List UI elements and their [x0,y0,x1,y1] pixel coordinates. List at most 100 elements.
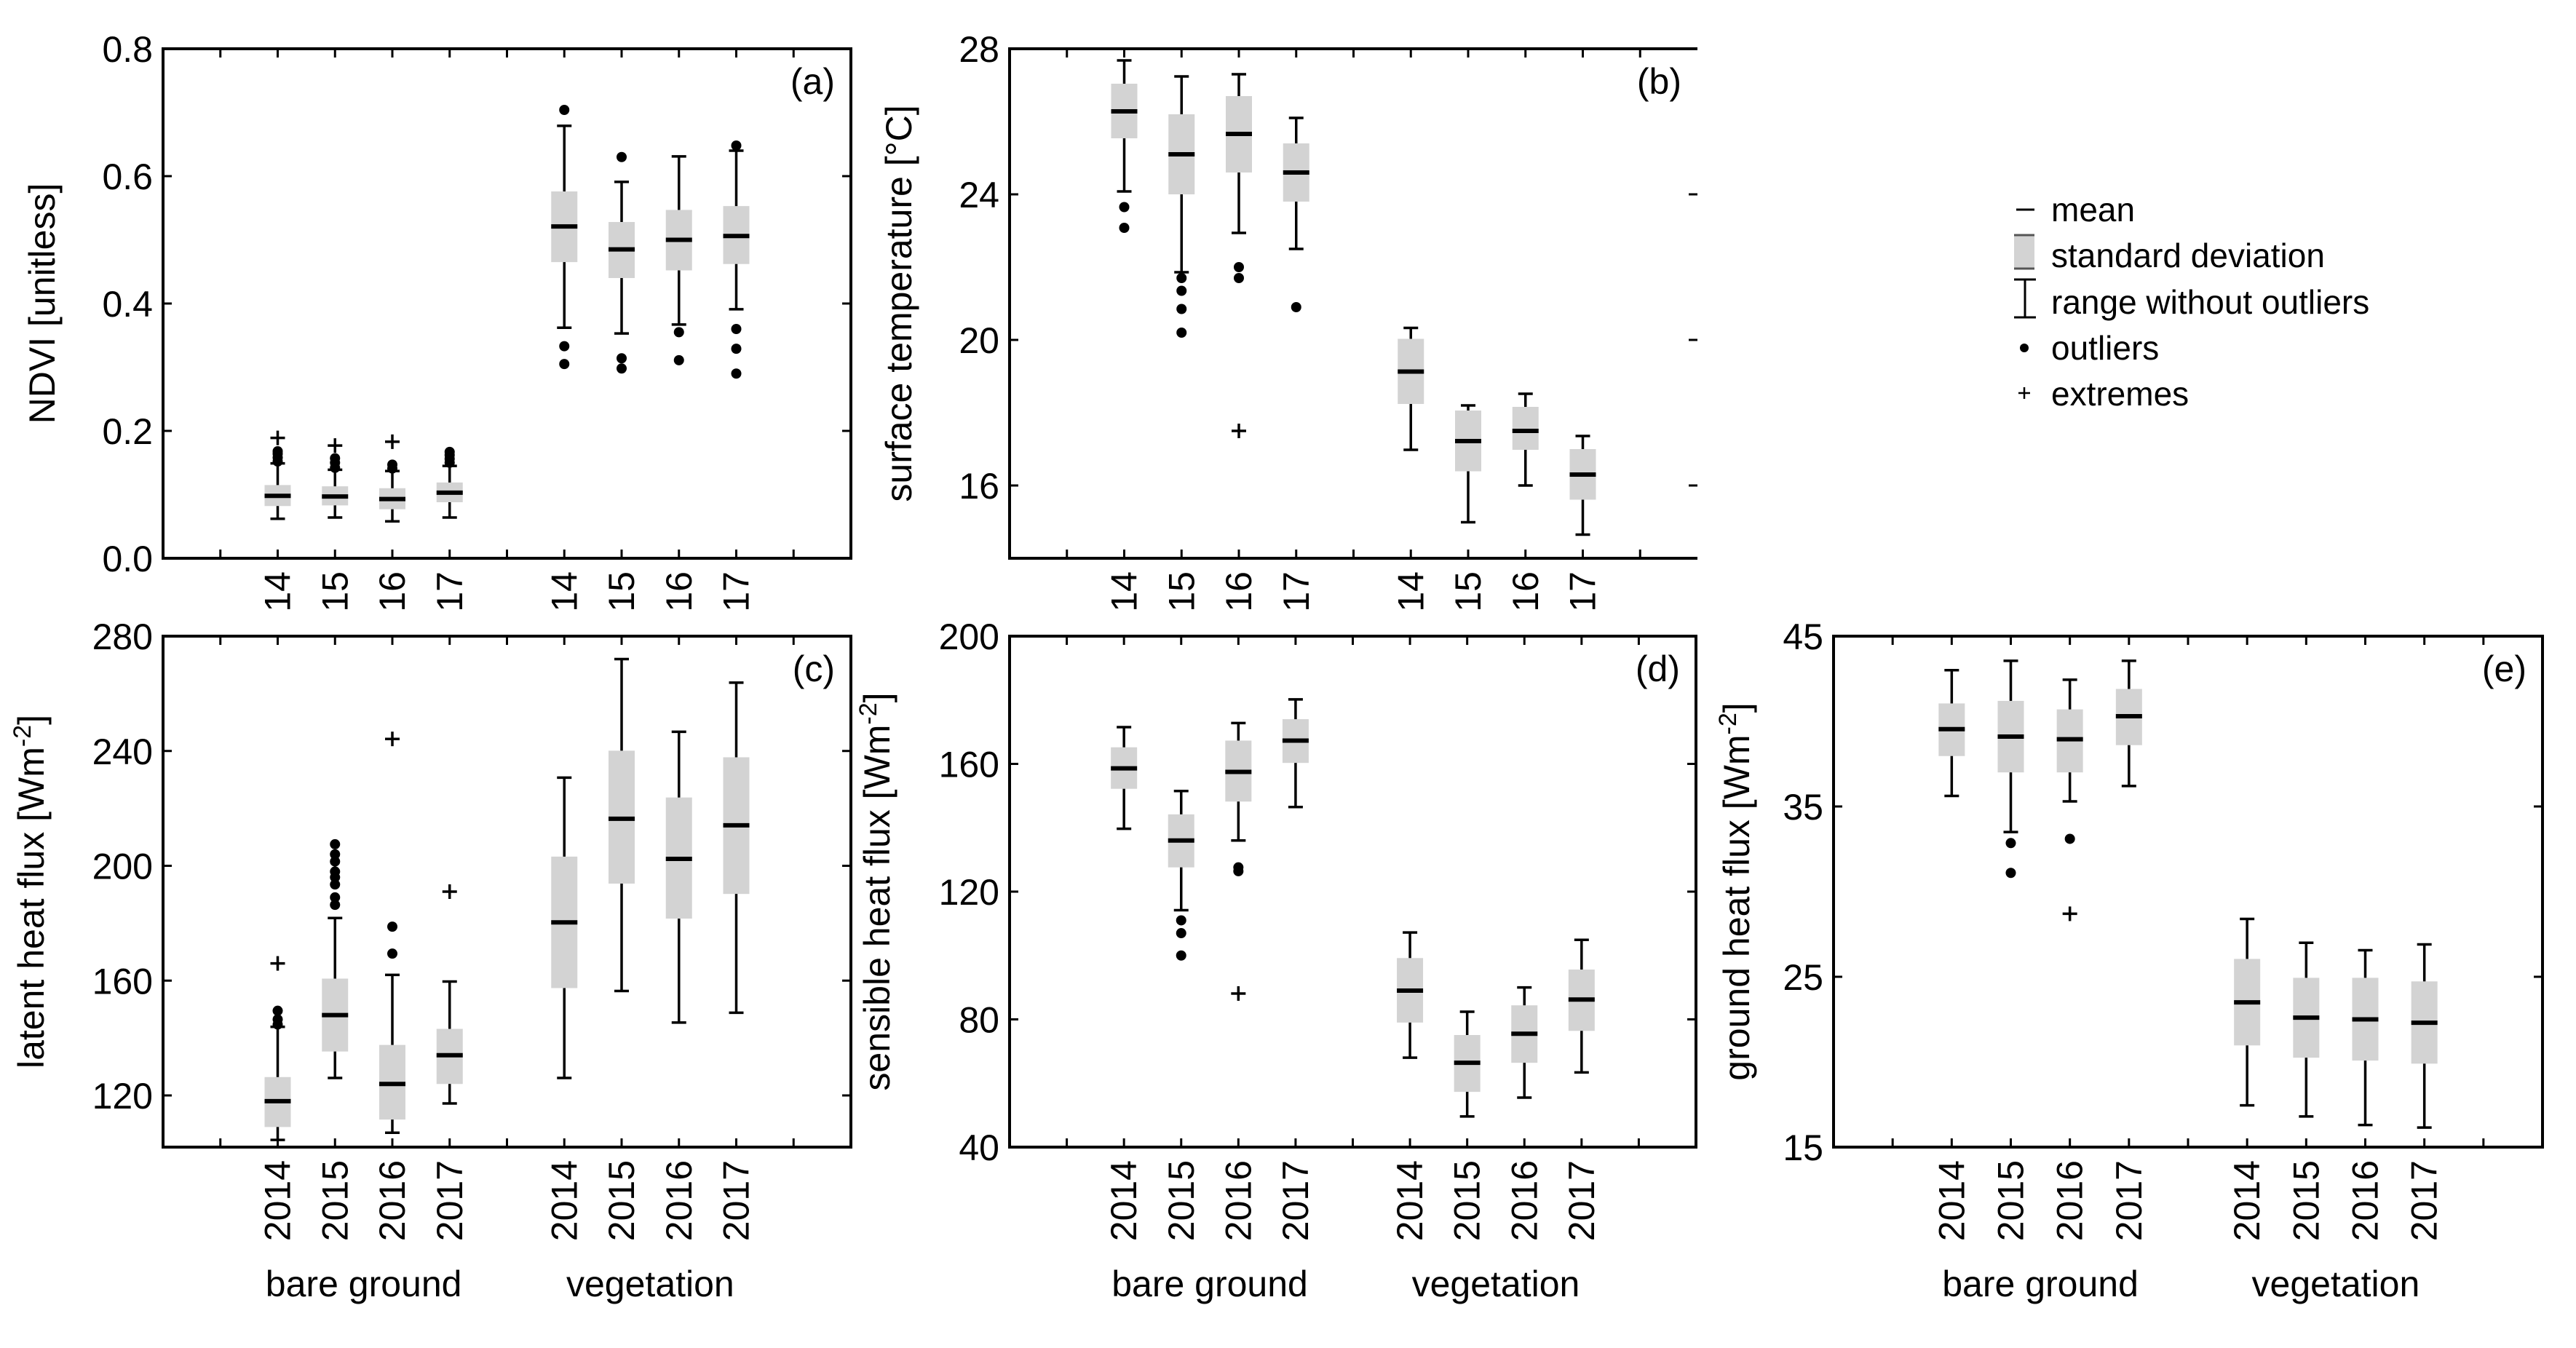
y-axis-label-text: sensible heat flux [Wm [857,725,897,1091]
x-tick-label: 16 [1505,571,1546,612]
x-tick-label: 2016 [372,1160,413,1241]
x-tick-label: 2017 [1275,1160,1316,1241]
y-axis-label-text: surface temperature [°C] [879,105,919,501]
y-tick-label: 200 [939,616,999,657]
box-vegetation-2017 [1569,435,1596,536]
outlier-dot [330,453,341,464]
box-vegetation-2016 [2352,948,2379,1127]
y-tick-label: 25 [1783,957,1823,998]
panel-tag: (a) [790,61,835,102]
box-bare-ground-2017 [2115,659,2142,788]
outlier-dot [1291,302,1301,312]
y-tick-label: 80 [959,1000,999,1041]
box-bare-ground-2015 [1997,659,2024,879]
x-tick-label: 2016 [2345,1160,2386,1241]
box-vegetation-2015 [609,151,635,374]
outlier-dot [1176,304,1187,314]
x-tick-label: 14 [544,571,584,612]
x-tick-label: 15 [314,571,355,612]
y-axis-label-text: latent heat flux [Wm [11,747,52,1069]
outlier-dot [559,105,570,115]
outlier-dot [1176,285,1187,296]
outlier-dot [1119,202,1130,213]
outlier-dot [1119,223,1130,233]
box-vegetation-2015 [1455,404,1481,524]
outlier-dot [2005,868,2016,879]
y-tick-label: 15 [1783,1127,1823,1168]
outlier-dot [2064,833,2075,844]
y-tick-label: 0.6 [102,156,153,197]
box-vegetation-2016 [665,730,692,1024]
y-tick-label: 280 [92,616,153,657]
outlier-dot [387,948,397,959]
legend-label: mean [2051,191,2135,229]
box-vegetation-2017 [2411,943,2438,1129]
y-tick-label: 0.4 [102,284,153,325]
box-bare-ground-2014 [1111,726,1138,830]
y-tick-label: 160 [92,961,153,1002]
y-axis-label-superscript: -2 [855,702,882,724]
x-tick-label: 2017 [2404,1160,2445,1241]
y-tick-label: 120 [939,872,999,913]
outlier-dot [617,151,627,162]
x-tick-label: 2015 [601,1160,642,1241]
x-tick-label: 14 [1104,571,1145,612]
outlier-dot [330,900,341,911]
y-axis-label: latent heat flux [Wm-2] [9,715,52,1069]
box-bare-ground-2014 [1111,59,1138,233]
group-label: bare ground [1942,1264,2139,1304]
panel-tag: (b) [1637,61,1681,102]
x-tick-label: 14 [258,571,298,612]
x-tick-label: 2014 [544,1160,584,1241]
y-tick-label: 160 [939,745,999,785]
box-vegetation-2015 [1454,1010,1481,1118]
group-label: bare ground [1111,1264,1308,1304]
box-vegetation-2017 [1568,938,1595,1074]
outlier-dot [617,363,627,374]
box-vegetation-2016 [1512,392,1539,487]
box-bare-ground-2016 [379,434,405,523]
box-bare-ground-2017 [436,884,463,1105]
y-tick-label: 45 [1783,616,1823,657]
y-tick-label: 20 [959,320,999,361]
y-tick-label: 28 [959,29,999,70]
y-tick-label: 35 [1783,787,1823,828]
legend-item-extremes: extremes [2018,375,2189,413]
y-axis-label-text: ground heat flux [Wm [1716,734,1757,1080]
outlier-dot [444,446,455,457]
box-bare-ground-2016 [379,732,405,1135]
outlier-dot [1234,273,1244,283]
outlier-dot [330,838,341,849]
dot-icon [2020,344,2029,352]
box-bare-ground-2014 [264,956,291,1141]
y-axis-label-suffix: ] [1716,702,1757,713]
outlier-dot [387,921,397,932]
x-tick-label: 2017 [429,1160,470,1241]
panel-tag: (e) [2482,649,2527,689]
x-tick-label: 2014 [258,1160,298,1241]
box-bare-ground-2015 [1168,790,1194,961]
outlier-dot [731,140,742,151]
outlier-dot [1234,262,1244,272]
x-tick-label: 14 [1390,571,1431,612]
outlier-dot [1176,915,1186,926]
x-tick-label: 2014 [2227,1160,2267,1241]
x-tick-label: 17 [429,571,470,612]
x-tick-label: 17 [716,571,757,612]
box-vegetation-2017 [723,681,750,1015]
y-tick-label: 40 [959,1127,999,1168]
box-vegetation-2016 [1511,986,1538,1099]
outlier-dot [673,354,684,365]
x-tick-label: 2015 [1447,1160,1488,1241]
y-axis-label-suffix: ] [11,715,52,725]
outlier-dot [1176,928,1186,939]
panel-d: 40 80 120 160 200 sensible heat flux [Wm-2] (d… [855,616,1697,1304]
panel-tag: (c) [793,649,835,689]
y-tick-label: 24 [959,175,999,215]
legend-item-mean: mean [2016,191,2135,229]
y-tick-label: 0.2 [102,411,153,452]
legend-item-outliers: outliers [2020,329,2159,367]
x-tick-label: 16 [659,571,700,612]
box-bare-ground-2017 [1282,698,1309,809]
